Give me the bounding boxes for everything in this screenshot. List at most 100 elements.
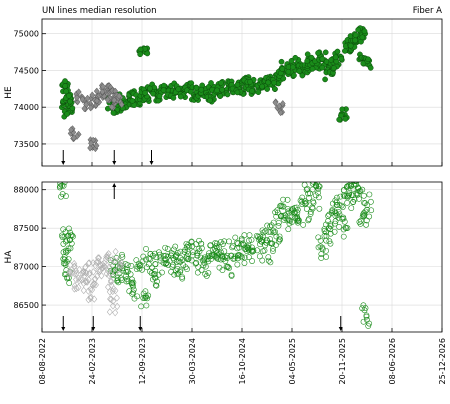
data-point <box>362 305 369 311</box>
fiber-label: Fiber A <box>413 6 442 16</box>
data-point <box>317 243 324 250</box>
data-point <box>246 254 252 261</box>
data-point <box>339 204 346 210</box>
data-point <box>103 253 110 261</box>
data-point <box>111 96 118 104</box>
data-point <box>267 259 274 266</box>
data-point <box>58 193 64 200</box>
data-point <box>290 64 296 71</box>
data-point <box>162 261 169 267</box>
data-point <box>202 271 209 278</box>
data-point <box>338 55 345 62</box>
data-point <box>343 184 350 191</box>
data-point <box>305 217 312 224</box>
data-point <box>246 237 252 244</box>
data-point <box>140 290 147 297</box>
data-point <box>116 92 123 100</box>
data-point <box>113 255 120 261</box>
x-tick-label: 08-06-2026 <box>388 338 397 385</box>
data-point <box>357 220 364 227</box>
data-point <box>179 275 186 282</box>
data-point <box>361 28 368 35</box>
data-point <box>356 188 363 195</box>
data-point <box>332 220 338 227</box>
data-point <box>198 240 205 247</box>
data-point <box>67 245 74 252</box>
data-point <box>219 86 225 93</box>
data-point <box>63 271 70 277</box>
data-point <box>108 278 114 286</box>
data-point <box>272 209 279 216</box>
data-point <box>241 260 248 266</box>
data-point <box>189 243 196 250</box>
data-point <box>363 221 370 228</box>
data-point <box>309 204 316 211</box>
data-point <box>128 262 135 269</box>
data-point <box>106 269 113 278</box>
data-point <box>336 211 343 218</box>
data-point <box>74 98 81 106</box>
data-point <box>198 266 205 273</box>
data-point <box>207 97 213 104</box>
data-point <box>278 213 285 220</box>
data-point <box>325 213 332 219</box>
data-point <box>124 266 130 273</box>
x-tick-label: 20-11-2025 <box>338 338 347 385</box>
data-point <box>70 134 77 142</box>
data-point <box>205 270 212 276</box>
data-point <box>75 274 82 282</box>
data-point <box>270 245 276 252</box>
data-point <box>356 195 362 202</box>
data-point <box>278 202 284 209</box>
data-point <box>288 57 295 64</box>
data-point <box>98 272 105 280</box>
data-point <box>134 293 141 300</box>
data-point <box>361 209 367 216</box>
data-point <box>147 85 153 92</box>
data-point <box>106 263 113 271</box>
data-point <box>94 97 100 105</box>
data-point <box>367 198 374 205</box>
data-point <box>302 198 308 205</box>
data-point <box>114 278 121 284</box>
data-point <box>83 269 90 277</box>
data-point <box>174 249 181 256</box>
data-point <box>107 267 114 274</box>
data-point <box>76 277 83 285</box>
data-point <box>310 182 317 185</box>
data-point <box>123 272 130 279</box>
data-point <box>163 256 169 263</box>
data-point <box>315 50 321 56</box>
data-point <box>115 265 122 274</box>
data-point <box>331 65 337 71</box>
data-point <box>208 256 215 262</box>
data-point <box>346 191 352 198</box>
data-point <box>279 66 286 72</box>
data-point <box>197 254 204 261</box>
data-point <box>315 183 322 190</box>
data-point <box>107 295 114 303</box>
data-point <box>124 276 130 283</box>
data-point <box>273 242 279 248</box>
data-point <box>255 233 262 240</box>
data-point <box>311 174 316 179</box>
data-point <box>62 260 69 267</box>
data-point <box>74 132 80 140</box>
data-point <box>87 294 94 303</box>
data-point <box>271 86 278 92</box>
data-point <box>292 54 299 61</box>
data-point <box>67 232 74 239</box>
data-point <box>265 257 272 264</box>
data-point <box>112 247 119 256</box>
x-tick-label: 30-03-2024 <box>188 338 197 385</box>
y-tick-label: 75000 <box>14 30 39 39</box>
data-point <box>177 93 184 100</box>
data-point <box>234 89 241 96</box>
data-point <box>80 286 87 295</box>
data-point <box>319 64 326 71</box>
data-point <box>71 282 78 290</box>
data-point <box>109 302 116 310</box>
data-point <box>340 226 347 233</box>
data-point <box>99 260 106 269</box>
data-point <box>220 241 226 247</box>
